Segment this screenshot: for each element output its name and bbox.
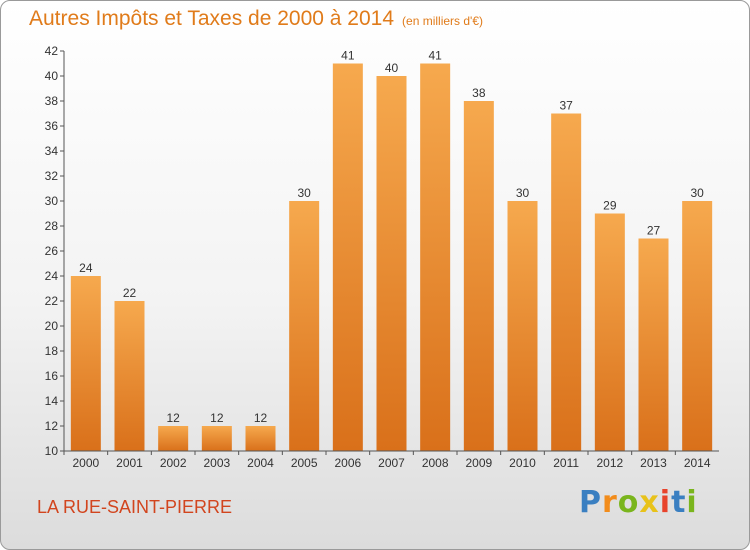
data-label-2013: 27 [647, 224, 661, 238]
title-text: Autres Impôts et Taxes de 2000 à 2014 [29, 7, 395, 30]
y-tick-label-16: 16 [45, 369, 59, 383]
data-label-2014: 30 [690, 186, 704, 200]
y-tick-label-26: 26 [45, 244, 59, 258]
x-tick-label-2010: 2010 [509, 456, 536, 470]
data-label-2011: 37 [559, 99, 573, 113]
x-tick-label-2009: 2009 [465, 456, 492, 470]
bar-2003 [201, 426, 232, 451]
bars-group: 24 22 12 12 12 30 41 40 41 38 30 37 29 27 30 [70, 49, 713, 451]
y-tick-label-12: 12 [45, 419, 59, 433]
bar-2000 [70, 276, 101, 451]
bar-2010 [507, 201, 538, 451]
bar-2008 [420, 63, 451, 451]
logo-letter: r [602, 485, 618, 520]
bar-2013 [638, 238, 669, 451]
chart-title: Autres Impôts et Taxes de 2000 à 2014 (en… [29, 7, 483, 31]
x-tick-label-2001: 2001 [116, 456, 143, 470]
logo-letter: i [686, 485, 698, 520]
y-tick-label-14: 14 [45, 394, 59, 408]
x-tick-label-2012: 2012 [596, 456, 623, 470]
data-label-2012: 29 [603, 199, 617, 213]
data-label-2004: 12 [254, 411, 268, 425]
bar-2009 [463, 101, 494, 451]
bar-2007 [376, 76, 407, 451]
bar-2005 [289, 201, 320, 451]
proxiti-logo[interactable]: Proxiti [579, 485, 698, 520]
data-label-2006: 41 [341, 49, 355, 63]
y-tick-label-34: 34 [45, 144, 59, 158]
axes-group: 2000 2001 2002 2003 2004 2005 2006 2007 2008 2009… [45, 44, 719, 470]
x-tick-label-2013: 2013 [640, 456, 667, 470]
y-tick-label-18: 18 [45, 344, 59, 358]
y-tick-label-42: 42 [45, 44, 59, 58]
y-tick-label-36: 36 [45, 119, 59, 133]
data-label-2001: 22 [123, 286, 137, 300]
x-tick-label-2014: 2014 [684, 456, 711, 470]
bar-2002 [158, 426, 189, 451]
x-tick-label-2007: 2007 [378, 456, 405, 470]
y-tick-label-24: 24 [45, 269, 59, 283]
data-label-2003: 12 [210, 411, 224, 425]
x-tick-label-2011: 2011 [553, 456, 579, 470]
data-label-2002: 12 [166, 411, 180, 425]
y-tick-label-40: 40 [45, 69, 59, 83]
data-label-2000: 24 [79, 261, 93, 275]
bar-2012 [594, 213, 625, 451]
data-label-2010: 30 [516, 186, 530, 200]
logo-letter: o [617, 485, 640, 520]
x-tick-label-2000: 2000 [72, 456, 99, 470]
x-tick-label-2008: 2008 [422, 456, 449, 470]
bar-2014 [682, 201, 713, 451]
y-tick-label-10: 10 [45, 444, 59, 458]
y-tick-label-20: 20 [45, 319, 59, 333]
x-tick-label-2003: 2003 [203, 456, 230, 470]
chart-subtitle: (en milliers d'€) [402, 14, 484, 28]
bar-2001 [114, 301, 145, 451]
y-tick-label-38: 38 [45, 94, 59, 108]
data-label-2008: 41 [428, 49, 442, 63]
logo-letter: x [639, 485, 660, 520]
location-label: LA RUE-SAINT-PIERRE [37, 497, 233, 517]
logo-letter: t [671, 485, 687, 520]
y-tick-label-32: 32 [45, 169, 59, 183]
logo-letter: P [579, 485, 602, 520]
x-tick-label-2005: 2005 [291, 456, 318, 470]
data-label-2005: 30 [297, 186, 311, 200]
logo-letter: i [659, 485, 672, 520]
x-tick-label-2006: 2006 [334, 456, 361, 470]
x-tick-label-2004: 2004 [247, 456, 274, 470]
data-label-2009: 38 [472, 86, 486, 100]
bar-2011 [551, 113, 582, 451]
y-tick-label-30: 30 [45, 194, 59, 208]
bar-2004 [245, 426, 276, 451]
y-tick-label-28: 28 [45, 219, 59, 233]
x-tick-label-2002: 2002 [160, 456, 187, 470]
bar-2006 [332, 63, 363, 451]
data-label-2007: 40 [385, 61, 399, 75]
y-tick-label-22: 22 [45, 294, 59, 308]
